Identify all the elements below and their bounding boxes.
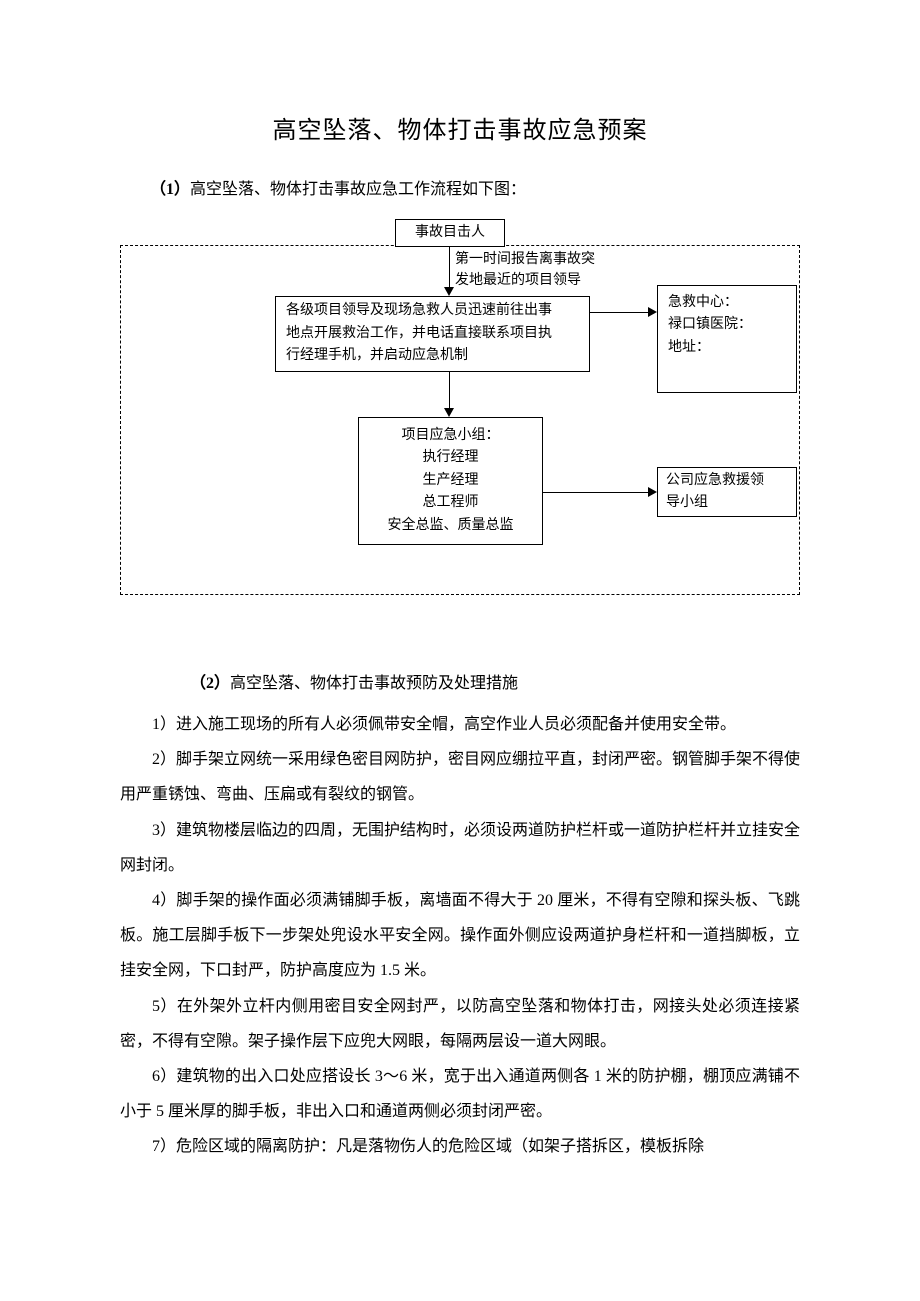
node-team: 项目应急小组： 执行经理 生产经理 总工程师 安全总监、质量总监 xyxy=(358,417,543,545)
section2-text: 高空坠落、物体打击事故预防及处理措施 xyxy=(230,675,518,692)
node-hospital-line1: 急救中心： xyxy=(668,292,738,314)
paragraph-4: 4）脚手架的操作面必须满铺脚手板，离墙面不得大于 20 厘米，不得有空隙和探头板… xyxy=(120,883,800,989)
node-witness: 事故目击人 xyxy=(395,219,505,247)
section1-subtitle: （1）高空坠落、物体打击事故应急工作流程如下图： xyxy=(150,175,800,199)
arrow2-head xyxy=(444,408,454,417)
arrow-to-company-head xyxy=(648,487,657,497)
node-company-line2: 导小组 xyxy=(666,492,708,514)
node-company: 公司应急救援领 导小组 xyxy=(657,467,797,517)
node-hospital-line2: 禄口镇医院： xyxy=(668,314,752,336)
node-team-line1: 项目应急小组： xyxy=(402,425,500,447)
node-team-line2: 执行经理 xyxy=(423,447,479,469)
arrow-to-hospital-head xyxy=(648,307,657,317)
arrow1-label-line1: 第一时间报告离事故突 xyxy=(455,249,595,270)
node-leaders-line2: 地点开展救治工作，并电话直接联系项目执 xyxy=(286,323,552,345)
node-team-line4: 总工程师 xyxy=(423,492,479,514)
arrow-to-company xyxy=(543,492,650,493)
subtitle-prefix: （1） xyxy=(150,181,190,198)
node-hospital-line3: 地址： xyxy=(668,337,710,359)
arrow-to-hospital xyxy=(590,312,650,313)
subtitle-text: 高空坠落、物体打击事故应急工作流程如下图： xyxy=(190,181,526,198)
paragraph-7: 7）危险区域的隔离防护：凡是落物伤人的危险区域（如架子搭拆区，模板拆除 xyxy=(120,1129,800,1164)
page-title: 高空坠落、物体打击事故应急预案 xyxy=(120,110,800,145)
node-company-line1: 公司应急救援领 xyxy=(666,470,764,492)
section2-heading: （2）高空坠落、物体打击事故预防及处理措施 xyxy=(190,669,800,693)
arrow1-label-line2: 发地最近的项目领导 xyxy=(455,270,595,291)
node-witness-text: 事故目击人 xyxy=(415,222,485,244)
paragraph-5: 5）在外架外立杆内侧用密目安全网封严，以防高空坠落和物体打击，网接头处必须连接紧… xyxy=(120,989,800,1059)
node-team-line3: 生产经理 xyxy=(423,470,479,492)
node-leaders-line3: 行经理手机，并启动应急机制 xyxy=(286,345,468,367)
arrow2-line xyxy=(449,372,450,410)
node-leaders-line1: 各级项目领导及现场急救人员迅速前往出事 xyxy=(286,300,552,322)
arrow1-line xyxy=(449,247,450,289)
flowchart-container: 事故目击人 第一时间报告离事故突 发地最近的项目领导 各级项目领导及现场急救人员… xyxy=(120,219,800,609)
node-team-line5: 安全总监、质量总监 xyxy=(388,515,514,537)
paragraph-3: 3）建筑物楼层临边的四周，无围护结构时，必须设两道防护栏杆或一道防护栏杆并立挂安… xyxy=(120,813,800,883)
node-hospital: 急救中心： 禄口镇医院： 地址： xyxy=(657,285,797,393)
section2-prefix: （2） xyxy=(190,675,230,692)
paragraph-6: 6）建筑物的出入口处应搭设长 3～6 米，宽于出入通道两侧各 1 米的防护棚，棚… xyxy=(120,1059,800,1129)
paragraph-1: 1）进入施工现场的所有人必须佩带安全帽，高空作业人员必须配备并使用安全带。 xyxy=(120,707,800,742)
node-leaders: 各级项目领导及现场急救人员迅速前往出事 地点开展救治工作，并电话直接联系项目执 … xyxy=(275,296,590,372)
paragraph-2: 2）脚手架立网统一采用绿色密目网防护，密目网应绷拉平直，封闭严密。钢管脚手架不得… xyxy=(120,742,800,812)
arrow1-head xyxy=(444,287,454,296)
arrow1-label: 第一时间报告离事故突 发地最近的项目领导 xyxy=(455,249,595,291)
